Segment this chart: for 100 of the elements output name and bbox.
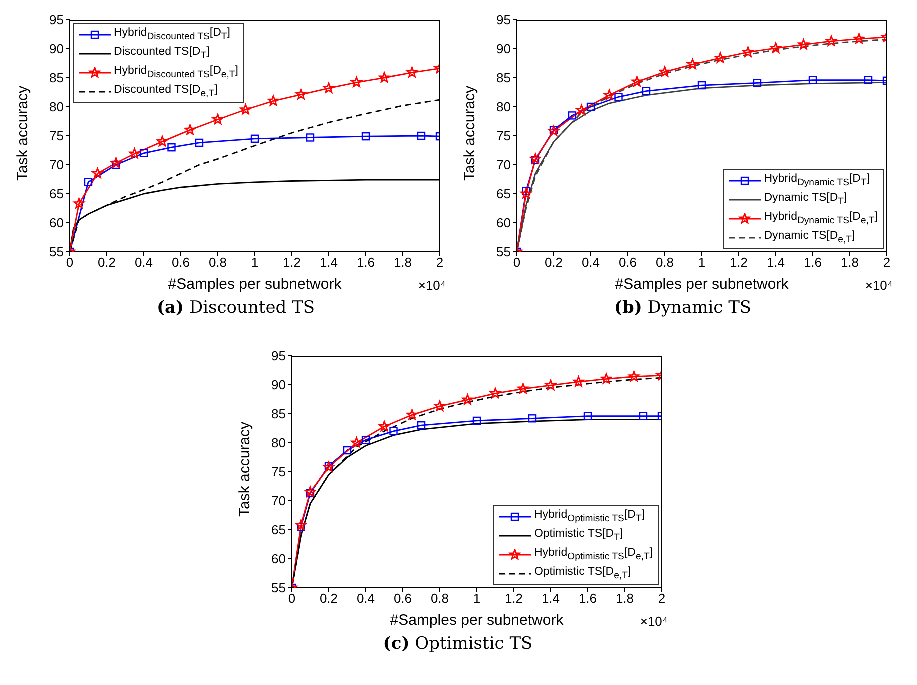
- point: [110, 158, 122, 168]
- y-tick-label: 70: [50, 158, 64, 173]
- point: [854, 33, 865, 44]
- x-tick-label: 0: [513, 255, 521, 270]
- x-tick-label: 1.2: [504, 591, 524, 606]
- y-tick-label: 80: [50, 100, 64, 115]
- point: [715, 52, 726, 64]
- x-tick-label: 0.2: [544, 255, 564, 270]
- y-tick-label: 95: [272, 348, 286, 364]
- x-tick-label: 0.4: [356, 591, 376, 606]
- point: [604, 90, 615, 100]
- point: [434, 400, 446, 412]
- point: [864, 76, 873, 84]
- point: [362, 132, 370, 141]
- y-tick-label: 75: [272, 464, 286, 480]
- x-tick-label: 0.6: [618, 255, 638, 270]
- x-tick-label: 2: [658, 591, 666, 606]
- point: [687, 58, 698, 70]
- point: [546, 380, 556, 390]
- point: [573, 376, 584, 387]
- legend-label: Discounted TS[D$_{e,T}$]: [114, 84, 218, 100]
- y-tick-label: 90: [272, 378, 286, 393]
- point: [639, 412, 648, 420]
- x-tick-label: 1.6: [578, 591, 598, 606]
- x-tick-label: 0.6: [394, 591, 412, 606]
- point: [268, 96, 279, 106]
- text: (b) Dynamic TS: [613, 298, 753, 318]
- point: [351, 76, 362, 88]
- point: [568, 112, 577, 120]
- point: [212, 114, 224, 125]
- x-tick-label: 1.2: [282, 255, 302, 270]
- x-axis-title: #Samples per subnetwork: [615, 276, 790, 293]
- point: [660, 66, 670, 77]
- text: ×10⁴: [640, 614, 668, 629]
- legend-label: Optimistic TS[D$_{e,T}$]: [534, 566, 632, 582]
- point: [586, 102, 596, 112]
- point: [584, 412, 592, 420]
- y-tick-label: 80: [496, 100, 511, 115]
- point: [417, 132, 426, 140]
- x-axis-title: #Samples per subnetwork: [168, 276, 342, 293]
- x-tick-label: 0: [66, 255, 74, 270]
- y-tick-label: 55: [50, 244, 64, 260]
- x-tick-label: 1: [473, 591, 481, 606]
- y-tick-label: 85: [272, 406, 286, 422]
- legend-label: Discounted TS[D$_{T}$]: [114, 46, 210, 62]
- y-tick-label: 75: [50, 128, 64, 144]
- y-tick-label: 85: [496, 70, 511, 86]
- legend-label: Dynamic TS[D$_{e,T}$]: [764, 230, 856, 246]
- point: [798, 39, 810, 50]
- x-tick-label: 0.4: [582, 255, 600, 270]
- point: [808, 76, 818, 84]
- legend-label: Hybrid$_{Discounted TS}$[D$_{e,T}$]: [114, 64, 238, 80]
- point: [351, 437, 362, 448]
- x-tick-label: 1.8: [394, 255, 412, 270]
- point: [84, 178, 93, 186]
- point: [632, 76, 643, 87]
- point: [520, 188, 532, 199]
- legend-label: Dynamic TS[D$_{T}$]: [764, 192, 848, 208]
- point: [240, 104, 252, 115]
- point: [324, 82, 334, 94]
- x-tick-label: 1.4: [542, 591, 560, 606]
- point: [306, 134, 315, 142]
- text: ×10⁴: [418, 278, 446, 293]
- y-tick-label: 70: [496, 158, 511, 173]
- y-axis-title: Task accuracy: [14, 85, 32, 181]
- point: [140, 149, 148, 158]
- x-tick-label: 0.6: [172, 255, 190, 270]
- x-tick-label: 0.8: [208, 255, 228, 270]
- point: [601, 374, 612, 384]
- y-tick-label: 60: [272, 552, 286, 567]
- point: [576, 104, 588, 116]
- legend-label: Hybrid$_{Optimistic TS}$[D$_{e,T}$]: [534, 546, 653, 562]
- x-tick-label: 1: [251, 255, 259, 270]
- x-tick-label: 0.8: [656, 255, 674, 270]
- legend-label: Hybrid$_{Dynamic TS}$[D$_{T}$]: [764, 172, 870, 188]
- point: [406, 67, 418, 78]
- point: [92, 168, 104, 178]
- point: [74, 198, 85, 209]
- x-tick-label: 2: [883, 255, 891, 270]
- point: [518, 383, 529, 394]
- y-tick-label: 60: [496, 216, 511, 231]
- x-tick-label: 1: [698, 255, 706, 270]
- point: [530, 154, 541, 164]
- point: [250, 134, 260, 143]
- x-tick-label: 1.6: [356, 255, 376, 270]
- y-tick-label: 95: [50, 12, 64, 28]
- point: [826, 36, 837, 46]
- y-tick-label: 60: [50, 216, 64, 231]
- point: [642, 87, 651, 96]
- point: [472, 416, 482, 426]
- text: (c) Optimistic TS: [382, 634, 534, 654]
- x-tick-label: 1.4: [766, 255, 786, 270]
- y-tick-label: 95: [496, 12, 511, 28]
- point: [742, 46, 754, 58]
- point: [528, 414, 537, 423]
- point: [770, 42, 782, 54]
- point: [305, 486, 316, 498]
- point: [195, 138, 204, 148]
- point: [168, 144, 176, 152]
- text: (a) Discounted TS: [156, 298, 316, 318]
